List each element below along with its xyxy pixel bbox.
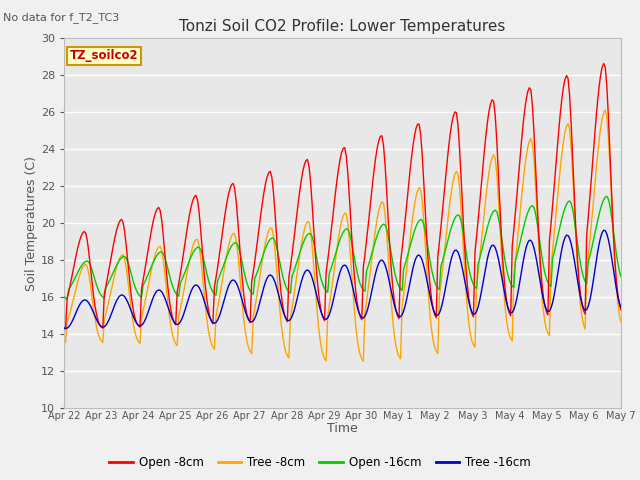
Legend: Open -8cm, Tree -8cm, Open -16cm, Tree -16cm: Open -8cm, Tree -8cm, Open -16cm, Tree -… bbox=[104, 452, 536, 474]
Y-axis label: Soil Temperatures (C): Soil Temperatures (C) bbox=[25, 156, 38, 291]
Text: TZ_soilco2: TZ_soilco2 bbox=[70, 49, 138, 62]
X-axis label: Time: Time bbox=[327, 422, 358, 435]
Text: No data for f_T2_TC3: No data for f_T2_TC3 bbox=[3, 12, 120, 23]
Title: Tonzi Soil CO2 Profile: Lower Temperatures: Tonzi Soil CO2 Profile: Lower Temperatur… bbox=[179, 20, 506, 35]
